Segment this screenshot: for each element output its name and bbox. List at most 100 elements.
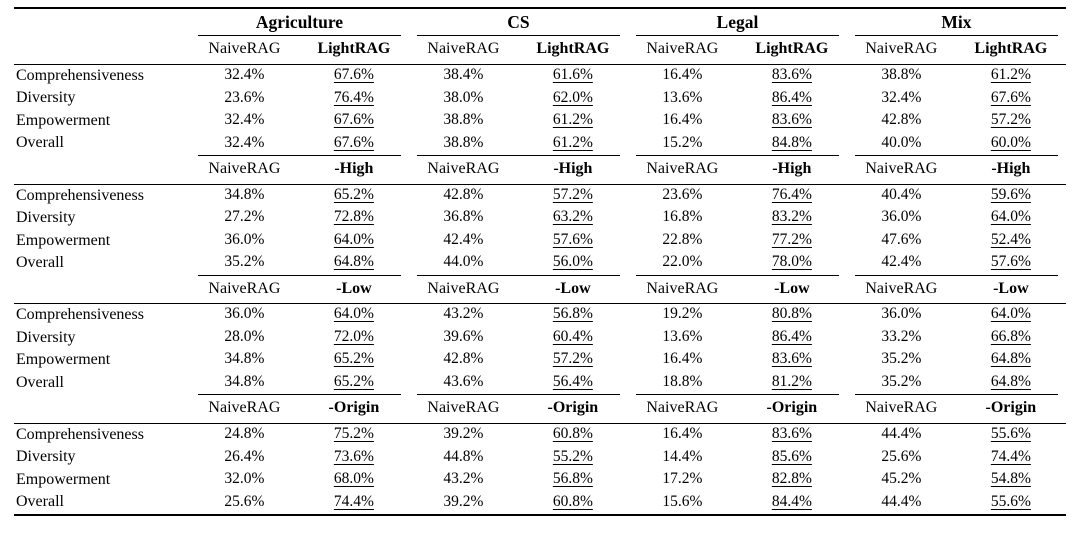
baseline-column-header: NaiveRAG <box>846 36 956 65</box>
data-row: Empowerment 32.0% 68.0% 43.2% 56.8% 17.2% 82.8… <box>14 469 1066 492</box>
underlined-value: 72.0% <box>333 327 374 345</box>
data-row: Comprehensiveness 32.4% 67.6% 38.4% 61.6% 16.… <box>14 64 1066 87</box>
horizontal-rule <box>635 274 839 276</box>
underlined-value: 84.4% <box>771 492 812 510</box>
baseline-value: 44.4% <box>881 492 922 510</box>
underlined-value: 64.8% <box>333 253 374 271</box>
variant-value: 52.4% <box>956 230 1066 253</box>
baseline-value: 15.2% <box>662 133 703 151</box>
underlined-value: 84.8% <box>771 133 812 151</box>
variant-value: 72.0% <box>299 327 409 350</box>
group-header-legal: Legal <box>716 12 759 32</box>
baseline-value: 44.4% <box>881 425 922 443</box>
metric-label: Empowerment <box>16 111 111 129</box>
data-row: Diversity 28.0% 72.0% 39.6% 60.4% 13.6% 86.4% 3… <box>14 327 1066 350</box>
underlined-value: 74.4% <box>990 447 1031 465</box>
metric-label: Diversity <box>16 89 76 107</box>
metric-label: Diversity <box>16 328 76 346</box>
variant-column-header: -Origin <box>517 395 628 424</box>
corner-cell <box>14 8 190 35</box>
horizontal-rule <box>198 35 401 37</box>
underlined-value: 65.2% <box>333 350 374 368</box>
horizontal-rule <box>416 394 620 396</box>
variant-value: 56.4% <box>518 372 628 395</box>
baseline-value: 43.6% <box>443 373 484 390</box>
underlined-value: 57.6% <box>990 253 1031 271</box>
metric-label: Empowerment <box>16 351 111 369</box>
variant-value: 54.8% <box>956 469 1066 492</box>
horizontal-rule <box>635 35 839 37</box>
data-row: Empowerment 34.8% 65.2% 42.8% 57.2% 16.4% 83.6… <box>14 349 1066 372</box>
horizontal-rule <box>416 35 620 37</box>
variant-value: 66.8% <box>956 327 1066 350</box>
underlined-value: 62.0% <box>552 88 593 106</box>
baseline-value: 32.4% <box>224 133 265 151</box>
baseline-value: 42.8% <box>443 185 484 203</box>
group-rule-agriculture <box>190 154 409 156</box>
baseline-value: 36.0% <box>224 230 265 248</box>
baseline-column-header: NaiveRAG <box>846 395 956 424</box>
baseline-value: 42.8% <box>881 111 922 129</box>
underlined-value: 61.2% <box>552 133 593 151</box>
variant-value: 81.2% <box>737 372 847 395</box>
baseline-value: 25.6% <box>881 447 922 465</box>
underlined-value: 83.6% <box>771 66 812 84</box>
group-rule-legal <box>628 154 847 156</box>
data-row: Comprehensiveness 24.8% 75.2% 39.2% 60.8% 16.… <box>14 423 1066 446</box>
variant-value: 64.0% <box>956 207 1066 230</box>
column-header-row: NaiveRAG LightRAG NaiveRAG LightRAG NaiveRAG… <box>14 36 1066 65</box>
group-rule-legal <box>628 394 847 396</box>
partial-rule-row <box>14 154 1066 156</box>
underlined-value: 76.4% <box>771 185 812 203</box>
baseline-column-header: NaiveRAG <box>190 36 299 65</box>
group-rule-mix <box>847 35 1066 37</box>
underlined-value: 61.6% <box>552 66 593 84</box>
underlined-value: 61.2% <box>552 111 593 129</box>
variant-value: 55.2% <box>518 446 628 469</box>
horizontal-rule <box>854 35 1058 37</box>
baseline-value: 27.2% <box>224 208 265 226</box>
baseline-value: 36.0% <box>224 305 265 323</box>
variant-value: 57.6% <box>518 230 628 253</box>
underlined-value: 61.2% <box>990 66 1031 84</box>
baseline-value: 39.6% <box>443 327 484 345</box>
variant-value: 67.6% <box>299 110 409 133</box>
baseline-value: 44.0% <box>443 253 484 271</box>
variant-value: 57.6% <box>956 252 1066 275</box>
corner-cell <box>14 395 190 424</box>
variant-value: 83.6% <box>737 64 847 87</box>
baseline-column-header: NaiveRAG <box>408 275 518 305</box>
baseline-value: 25.6% <box>224 492 265 510</box>
baseline-value: 35.2% <box>881 373 922 390</box>
variant-value: 80.8% <box>737 304 847 327</box>
baseline-value: 13.6% <box>662 327 703 345</box>
horizontal-rule <box>635 154 839 156</box>
group-header-row: Agriculture CS Legal Mix <box>14 8 1066 35</box>
baseline-column-header: NaiveRAG <box>190 395 299 424</box>
group-rule-agriculture <box>190 274 409 276</box>
underlined-value: 60.0% <box>990 133 1031 151</box>
variant-value: 59.6% <box>956 184 1066 207</box>
underlined-value: 64.0% <box>990 305 1031 323</box>
underlined-value: 76.4% <box>333 88 374 106</box>
baseline-column-header: NaiveRAG <box>408 155 518 185</box>
group-rule-legal <box>628 274 847 276</box>
underlined-value: 80.8% <box>771 305 812 323</box>
variant-value: 62.0% <box>518 87 628 110</box>
underlined-value: 56.0% <box>552 253 593 271</box>
metric-label: Overall <box>16 134 64 152</box>
variant-column-header: -Origin <box>955 395 1066 424</box>
variant-value: 55.6% <box>956 423 1066 446</box>
underlined-value: 60.4% <box>552 327 593 345</box>
variant-value: 61.2% <box>956 64 1066 87</box>
data-row: Diversity 23.6% 76.4% 38.0% 62.0% 13.6% 86.4% 3… <box>14 87 1066 110</box>
data-row: Empowerment 32.4% 67.6% 38.8% 61.2% 16.4% 83.6… <box>14 110 1066 133</box>
corner-cell <box>14 275 190 305</box>
data-row: Comprehensiveness 34.8% 65.2% 42.8% 57.2% 23.… <box>14 184 1066 207</box>
baseline-value: 38.8% <box>881 66 922 84</box>
variant-value: 86.4% <box>737 327 847 350</box>
variant-value: 76.4% <box>299 87 409 110</box>
variant-column-header: -Origin <box>298 395 409 424</box>
data-row: Diversity 26.4% 73.6% 44.8% 55.2% 14.4% 85.6% 2… <box>14 446 1066 469</box>
column-header-row: NaiveRAG -High NaiveRAG -High NaiveRAG -High N… <box>14 155 1066 185</box>
